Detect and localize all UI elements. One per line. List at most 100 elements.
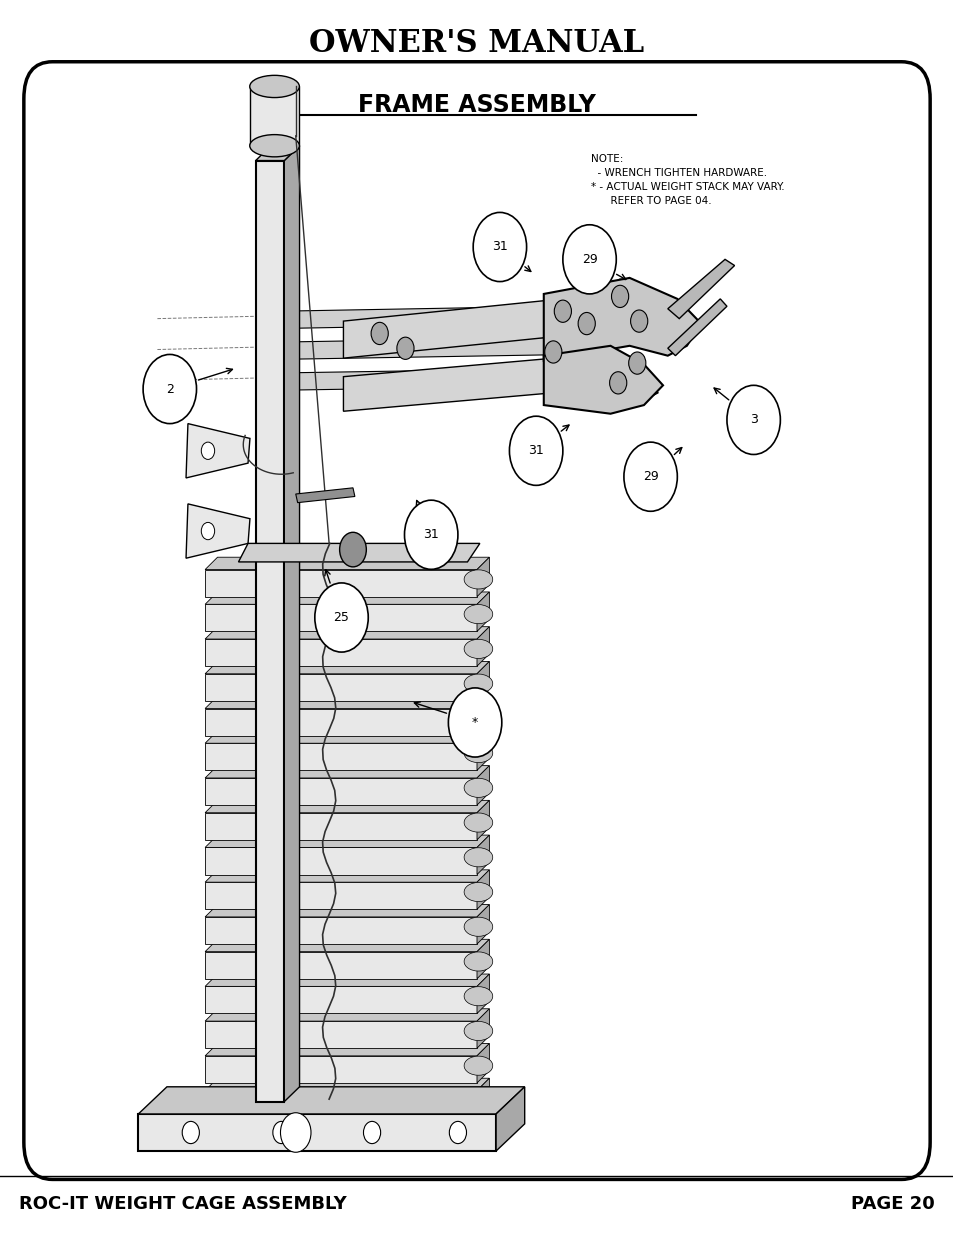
Polygon shape — [205, 626, 489, 638]
Circle shape — [611, 285, 628, 308]
Polygon shape — [476, 904, 489, 944]
Circle shape — [371, 322, 388, 345]
Text: 31: 31 — [492, 241, 507, 253]
Text: FRAME ASSEMBLY: FRAME ASSEMBLY — [357, 93, 596, 117]
Polygon shape — [255, 161, 284, 1102]
Polygon shape — [205, 882, 476, 909]
FancyBboxPatch shape — [24, 62, 929, 1179]
Polygon shape — [205, 1021, 476, 1049]
Polygon shape — [476, 1078, 489, 1118]
Polygon shape — [476, 835, 489, 874]
Polygon shape — [476, 1009, 489, 1049]
Text: 31: 31 — [528, 445, 543, 457]
Text: OWNER'S MANUAL: OWNER'S MANUAL — [309, 27, 644, 59]
Ellipse shape — [463, 1056, 492, 1076]
Ellipse shape — [463, 918, 492, 936]
Ellipse shape — [463, 569, 492, 589]
Polygon shape — [279, 368, 591, 390]
Circle shape — [404, 500, 457, 569]
Text: NOTE:
  - WRENCH TIGHTEN HARDWARE.
* - ACTUAL WEIGHT STACK MAY VARY.
      REFER: NOTE: - WRENCH TIGHTEN HARDWARE. * - ACT… — [591, 154, 784, 206]
Circle shape — [623, 442, 677, 511]
Polygon shape — [205, 813, 476, 840]
Polygon shape — [205, 697, 489, 709]
Text: 29: 29 — [581, 253, 597, 266]
Text: 31: 31 — [423, 529, 438, 541]
Polygon shape — [138, 1114, 496, 1151]
Text: *: * — [472, 716, 477, 729]
Polygon shape — [205, 1009, 489, 1021]
Polygon shape — [476, 766, 489, 805]
Polygon shape — [543, 346, 662, 414]
Polygon shape — [476, 557, 489, 597]
Ellipse shape — [463, 952, 492, 971]
Circle shape — [509, 416, 562, 485]
Text: ROC-IT WEIGHT CAGE ASSEMBLY: ROC-IT WEIGHT CAGE ASSEMBLY — [19, 1195, 347, 1213]
Polygon shape — [476, 940, 489, 978]
Polygon shape — [543, 278, 700, 361]
Circle shape — [544, 341, 561, 363]
Polygon shape — [205, 592, 489, 604]
Polygon shape — [238, 543, 479, 562]
Polygon shape — [667, 259, 734, 319]
Polygon shape — [205, 835, 489, 847]
Ellipse shape — [250, 75, 299, 98]
Circle shape — [473, 212, 526, 282]
Circle shape — [273, 1121, 290, 1144]
Ellipse shape — [463, 778, 492, 798]
Circle shape — [182, 1121, 199, 1144]
Polygon shape — [205, 869, 489, 882]
Ellipse shape — [463, 640, 492, 658]
Circle shape — [201, 442, 214, 459]
Polygon shape — [205, 1044, 489, 1056]
Polygon shape — [476, 974, 489, 1014]
Circle shape — [201, 522, 214, 540]
Polygon shape — [205, 604, 476, 631]
Ellipse shape — [463, 605, 492, 624]
Polygon shape — [186, 424, 250, 478]
Polygon shape — [205, 557, 489, 569]
Text: 2: 2 — [166, 383, 173, 395]
Circle shape — [143, 354, 196, 424]
Polygon shape — [138, 1087, 524, 1114]
Ellipse shape — [463, 883, 492, 902]
Circle shape — [396, 337, 414, 359]
Polygon shape — [205, 800, 489, 813]
Polygon shape — [476, 662, 489, 701]
Text: PAGE 20: PAGE 20 — [850, 1195, 934, 1213]
Polygon shape — [205, 674, 476, 701]
Circle shape — [449, 1121, 466, 1144]
Polygon shape — [343, 356, 658, 411]
Ellipse shape — [463, 743, 492, 763]
Circle shape — [726, 385, 780, 454]
Polygon shape — [205, 743, 476, 771]
Circle shape — [448, 688, 501, 757]
Ellipse shape — [463, 674, 492, 693]
Polygon shape — [205, 940, 489, 952]
Circle shape — [339, 532, 366, 567]
Circle shape — [363, 1121, 380, 1144]
Polygon shape — [476, 592, 489, 631]
Circle shape — [630, 310, 647, 332]
Polygon shape — [205, 778, 476, 805]
Polygon shape — [295, 488, 355, 503]
Circle shape — [280, 1113, 311, 1152]
Polygon shape — [476, 869, 489, 909]
Polygon shape — [205, 904, 489, 916]
Ellipse shape — [463, 987, 492, 1005]
Polygon shape — [186, 504, 250, 558]
Polygon shape — [205, 1091, 476, 1118]
Text: 29: 29 — [642, 471, 658, 483]
Circle shape — [578, 312, 595, 335]
Text: 3: 3 — [749, 414, 757, 426]
Polygon shape — [476, 1044, 489, 1083]
Ellipse shape — [463, 847, 492, 867]
Polygon shape — [205, 916, 476, 944]
Polygon shape — [205, 1056, 476, 1083]
Polygon shape — [205, 974, 489, 987]
Polygon shape — [205, 638, 476, 666]
Polygon shape — [476, 800, 489, 840]
Polygon shape — [205, 766, 489, 778]
Polygon shape — [205, 731, 489, 743]
Polygon shape — [284, 146, 299, 1102]
Ellipse shape — [463, 813, 492, 832]
